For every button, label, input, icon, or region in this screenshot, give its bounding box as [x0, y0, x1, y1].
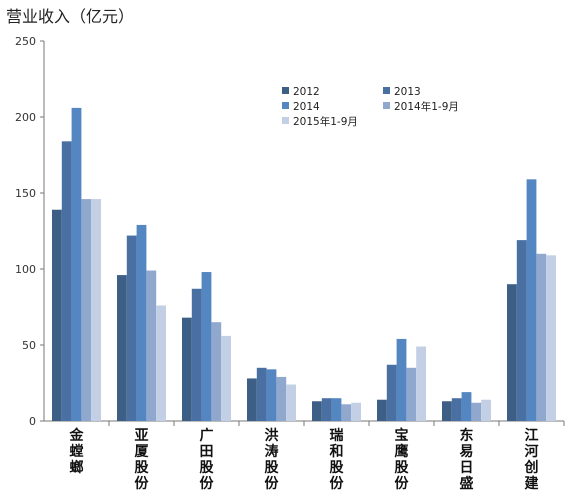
y-tick-label: 250: [15, 35, 36, 48]
category-label: 广田股份: [200, 427, 215, 492]
bar: [276, 376, 287, 421]
bar: [126, 235, 137, 421]
bar: [406, 367, 417, 421]
y-tick-label: 50: [22, 339, 36, 352]
x-axis: [44, 420, 565, 426]
bar: [526, 179, 537, 421]
bar: [286, 384, 296, 421]
legend-swatch: [383, 102, 390, 109]
bar: [71, 107, 82, 421]
bar: [182, 317, 192, 421]
bar: [351, 402, 361, 421]
bar: [117, 275, 127, 421]
bar: [471, 402, 482, 421]
bar: [516, 240, 527, 421]
category-label: 宝鹰股份: [395, 427, 410, 492]
bar: [416, 346, 426, 421]
bar: [442, 401, 452, 421]
bar: [256, 367, 267, 421]
bar: [321, 398, 332, 421]
category-label: 东易日盛: [460, 427, 474, 492]
chart-title: 营业收入（亿元）: [6, 7, 134, 26]
legend-label: 2013: [394, 86, 421, 98]
category-labels: 金螳螂 亚厦股份 广田股份 洪涛股份 瑞和股份 宝鹰股份 东易日盛 江河创建: [69, 427, 539, 492]
bar: [221, 335, 231, 421]
bar: [247, 378, 257, 421]
bar: [266, 369, 277, 421]
bar: [191, 288, 202, 421]
bar: [546, 255, 556, 421]
category-label: 亚厦股份: [135, 428, 150, 492]
bar: [386, 364, 397, 421]
bar: [396, 338, 407, 421]
bar: [146, 270, 157, 421]
bar: [81, 199, 92, 421]
bar: [341, 404, 352, 421]
bar: [536, 253, 547, 421]
bar: [91, 199, 101, 421]
bar: [461, 392, 472, 421]
bar: [377, 399, 387, 421]
legend-swatch: [282, 117, 289, 124]
bar: [481, 399, 491, 421]
bar: [312, 401, 322, 421]
bar: [156, 305, 166, 421]
legend-swatch: [383, 87, 390, 94]
bar: [201, 272, 212, 421]
legend-swatch: [282, 87, 289, 94]
category-label: 江河创建: [524, 427, 539, 492]
bar: [331, 398, 342, 421]
legend-swatch: [282, 102, 289, 109]
category-label: 洪涛股份: [265, 427, 280, 492]
bar: [211, 322, 222, 421]
category-label: 金螳螂: [69, 427, 85, 476]
bar: [52, 209, 62, 421]
bars: [52, 107, 556, 421]
legend-label: 2014: [293, 101, 320, 113]
y-tick-label: 200: [15, 111, 36, 124]
y-tick-label: 100: [15, 263, 36, 276]
legend-label: 2015年1-9月: [293, 115, 358, 128]
legend-label: 2014年1-9月: [394, 100, 459, 113]
legend-label: 2012: [293, 86, 320, 98]
category-label: 瑞和股份: [330, 427, 345, 492]
legend: 2012 2013 2014 2014年1-9月 2015年1-9月: [282, 86, 459, 128]
y-axis: 0 50 100 150 200 250: [15, 35, 45, 428]
bar: [61, 141, 72, 421]
bar: [507, 284, 517, 421]
y-tick-label: 0: [29, 415, 36, 428]
bar: [136, 224, 147, 421]
y-tick-label: 150: [15, 187, 36, 200]
bar: [451, 398, 462, 421]
